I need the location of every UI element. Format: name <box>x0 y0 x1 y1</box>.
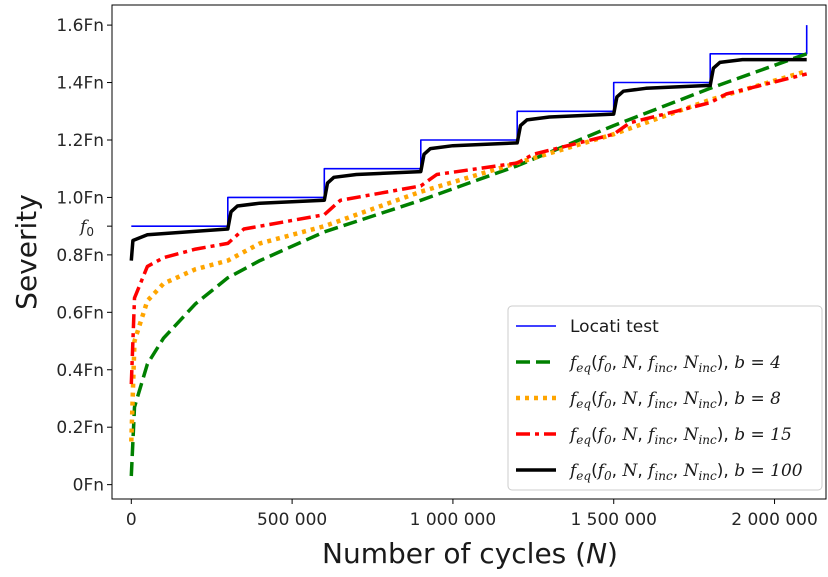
y-tick-label: 0.8Fn <box>56 246 104 266</box>
y-tick-label: 0.2Fn <box>56 418 104 438</box>
legend-label: feq(f0, N, finc, Ninc), b = 100 <box>568 461 803 483</box>
x-tick-label: 2 000 000 <box>731 510 818 530</box>
y-tick-label: 1.4Fn <box>56 74 104 94</box>
y-tick-label: 1.2Fn <box>56 131 104 151</box>
y-tick-label: 1.6Fn <box>56 16 104 36</box>
legend-label: feq(f0, N, finc, Ninc), b = 15 <box>568 425 792 447</box>
x-tick-label: 0 <box>126 510 137 530</box>
y-axis: 0Fn 0.2Fn 0.4Fn 0.6Fn 0.8Fn f0 1.0Fn 1.2Fn 1.4Fn… <box>56 16 112 496</box>
y-tick-label: 1.0Fn <box>56 188 104 208</box>
series-line-b15 <box>129 72 808 385</box>
plot-frame <box>111 4 827 500</box>
y-tick-label-f0: f0 <box>78 217 94 239</box>
x-tick-label: 500 000 <box>257 510 327 530</box>
legend: Locati test feq(f0, N, finc, Ninc), b = 4… <box>507 305 823 491</box>
y-tick-label: 0Fn <box>73 476 104 496</box>
legend-box <box>507 305 823 491</box>
y-tick-label: 0.4Fn <box>56 361 104 381</box>
legend-label: feq(f0, N, finc, Ninc), b = 4 <box>568 353 781 375</box>
legend-label: feq(f0, N, finc, Ninc), b = 8 <box>568 389 781 411</box>
series-line-b8 <box>129 68 808 442</box>
legend-label: Locati test <box>570 317 659 337</box>
y-axis-title: Severity <box>10 194 43 310</box>
series-layer <box>129 25 808 477</box>
series-line-b100 <box>129 57 807 261</box>
x-axis-title: Number of cycles (N) <box>322 537 618 570</box>
x-tick-label: 1 500 000 <box>570 510 657 530</box>
x-tick-label: 1 000 000 <box>410 510 497 530</box>
x-axis: 0 500 000 1 000 000 1 500 000 2 000 000 <box>126 499 818 530</box>
y-tick-label: 0.6Fn <box>56 303 104 323</box>
series-line-b4 <box>129 52 808 477</box>
